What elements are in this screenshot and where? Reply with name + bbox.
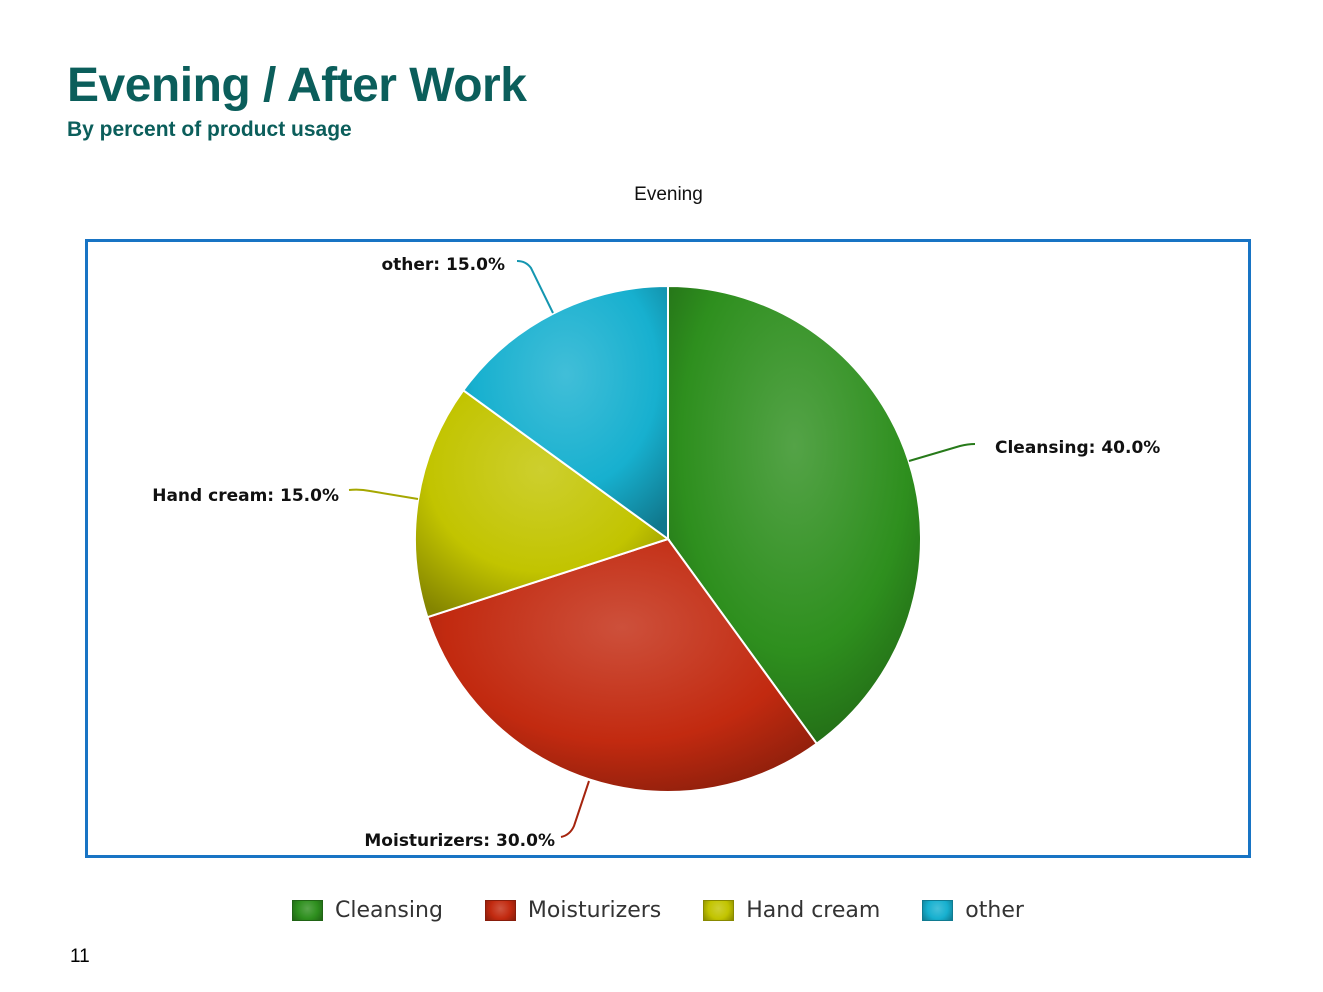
chart-plot-frame bbox=[85, 239, 1251, 858]
slice-label-cleansing: Cleansing: 40.0% bbox=[995, 438, 1160, 458]
legend-item-moisturizers[interactable]: Moisturizers bbox=[484, 897, 662, 923]
legend-label-other: other bbox=[965, 897, 1024, 923]
legend-swatch-hand-cream bbox=[703, 899, 735, 921]
pie-leader-lines bbox=[348, 260, 976, 838]
legend-label-cleansing: Cleansing bbox=[335, 897, 443, 923]
leader-line-hand-cream bbox=[348, 488, 419, 500]
legend-label-moisturizers: Moisturizers bbox=[527, 897, 662, 923]
slice-label-moisturizers: Moisturizers: 30.0% bbox=[364, 831, 555, 851]
pie-slice-hand-cream[interactable] bbox=[413, 388, 671, 619]
chart-title: Evening bbox=[634, 184, 703, 205]
leader-line-cleansing bbox=[908, 443, 976, 462]
slide-subtitle: By percent of product usage bbox=[67, 118, 352, 141]
pie-slice-cleansing[interactable] bbox=[667, 284, 922, 746]
page-number: 11 bbox=[70, 946, 90, 967]
legend-item-hand-cream[interactable]: Hand cream bbox=[703, 898, 880, 923]
leader-line-moisturizers bbox=[560, 780, 590, 838]
legend-swatch-other bbox=[922, 899, 954, 921]
slice-label-other: other: 15.0% bbox=[381, 255, 505, 275]
pie-slices bbox=[413, 284, 922, 794]
legend-swatch-cleansing bbox=[292, 899, 323, 921]
pie-slice-moisturizers[interactable] bbox=[426, 537, 819, 794]
slice-label-hand-cream: Hand cream: 15.0% bbox=[152, 486, 339, 506]
pie-slice-labels: Cleansing: 40.0% Moisturizers: 30.0% Hand … bbox=[152, 255, 1160, 851]
legend-item-cleansing[interactable]: Cleansing bbox=[292, 898, 443, 923]
legend-item-other[interactable]: other bbox=[922, 898, 1024, 923]
chart-legend: Cleansing Moisturizers Hand cream other bbox=[292, 894, 1066, 926]
pie-slice-other[interactable] bbox=[461, 284, 669, 541]
legend-label-hand-cream: Hand cream bbox=[746, 897, 881, 923]
legend-swatch-moisturizers bbox=[484, 899, 516, 921]
leader-line-other bbox=[516, 260, 554, 314]
slide-title: Evening / After Work bbox=[67, 59, 527, 112]
